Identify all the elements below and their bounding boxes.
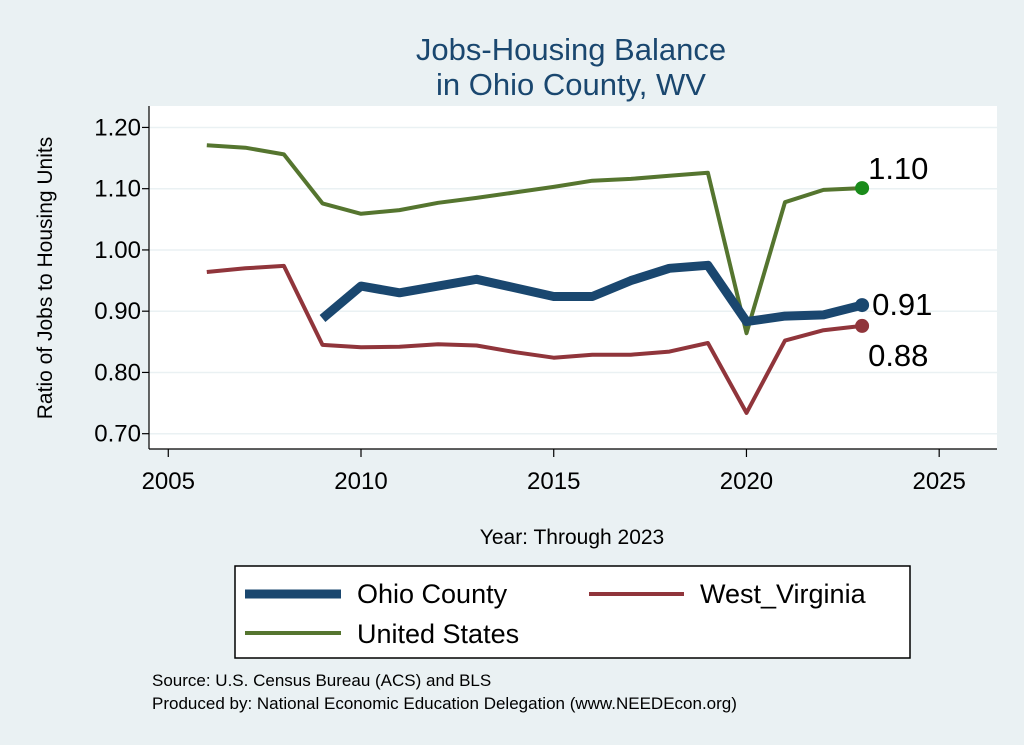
y-tick-label: 1.10 [94, 176, 141, 203]
x-tick-label: 2010 [334, 468, 387, 495]
chart-title-line-2: in Ohio County, WV [436, 67, 706, 102]
source-note: Source: U.S. Census Bureau (ACS) and BLS [152, 671, 491, 690]
legend-box [234, 565, 911, 659]
series-line-united-states [206, 143, 863, 336]
series-line-west-virginia [206, 263, 863, 415]
producer-note: Produced by: National Economic Education… [152, 694, 737, 713]
end-labels: 0.91 0.88 1.10 [855, 151, 932, 373]
x-tick-label: 2015 [527, 468, 580, 495]
series-line-ohio-county [319, 260, 864, 327]
legend-label-united-states: United States [357, 619, 519, 649]
y-tick-label: 1.20 [94, 114, 141, 141]
legend: Ohio County West_Virginia United States [234, 565, 911, 659]
series-lines [206, 143, 864, 415]
legend-label-west-virginia: West_Virginia [700, 579, 867, 609]
end-marker-ohio-county [855, 298, 870, 313]
x-tick-label: 2020 [720, 468, 773, 495]
end-label-united-states: 1.10 [868, 151, 928, 186]
chart-title-line-1: Jobs-Housing Balance [416, 32, 726, 67]
x-axis-label: Year: Through 2023 [480, 526, 665, 549]
legend-label-ohio-county: Ohio County [357, 579, 508, 609]
y-tick-label: 0.90 [94, 298, 141, 325]
end-label-west-virginia: 0.88 [868, 338, 928, 373]
end-label-ohio-county: 0.91 [872, 287, 932, 322]
y-tick-label: 0.70 [94, 421, 141, 448]
y-tick-label: 0.80 [94, 359, 141, 386]
x-axis-ticks: 2005 2010 2015 2020 2025 [142, 449, 966, 495]
end-marker-west-virginia [855, 318, 870, 333]
y-axis-ticks: 0.70 0.80 0.90 1.00 1.10 1.20 [94, 114, 149, 448]
end-marker-united-states [855, 181, 870, 196]
y-axis-label: Ratio of Jobs to Housing Units [34, 137, 57, 419]
x-tick-label: 2005 [142, 468, 195, 495]
y-tick-label: 1.00 [94, 237, 141, 264]
x-tick-label: 2025 [912, 468, 965, 495]
